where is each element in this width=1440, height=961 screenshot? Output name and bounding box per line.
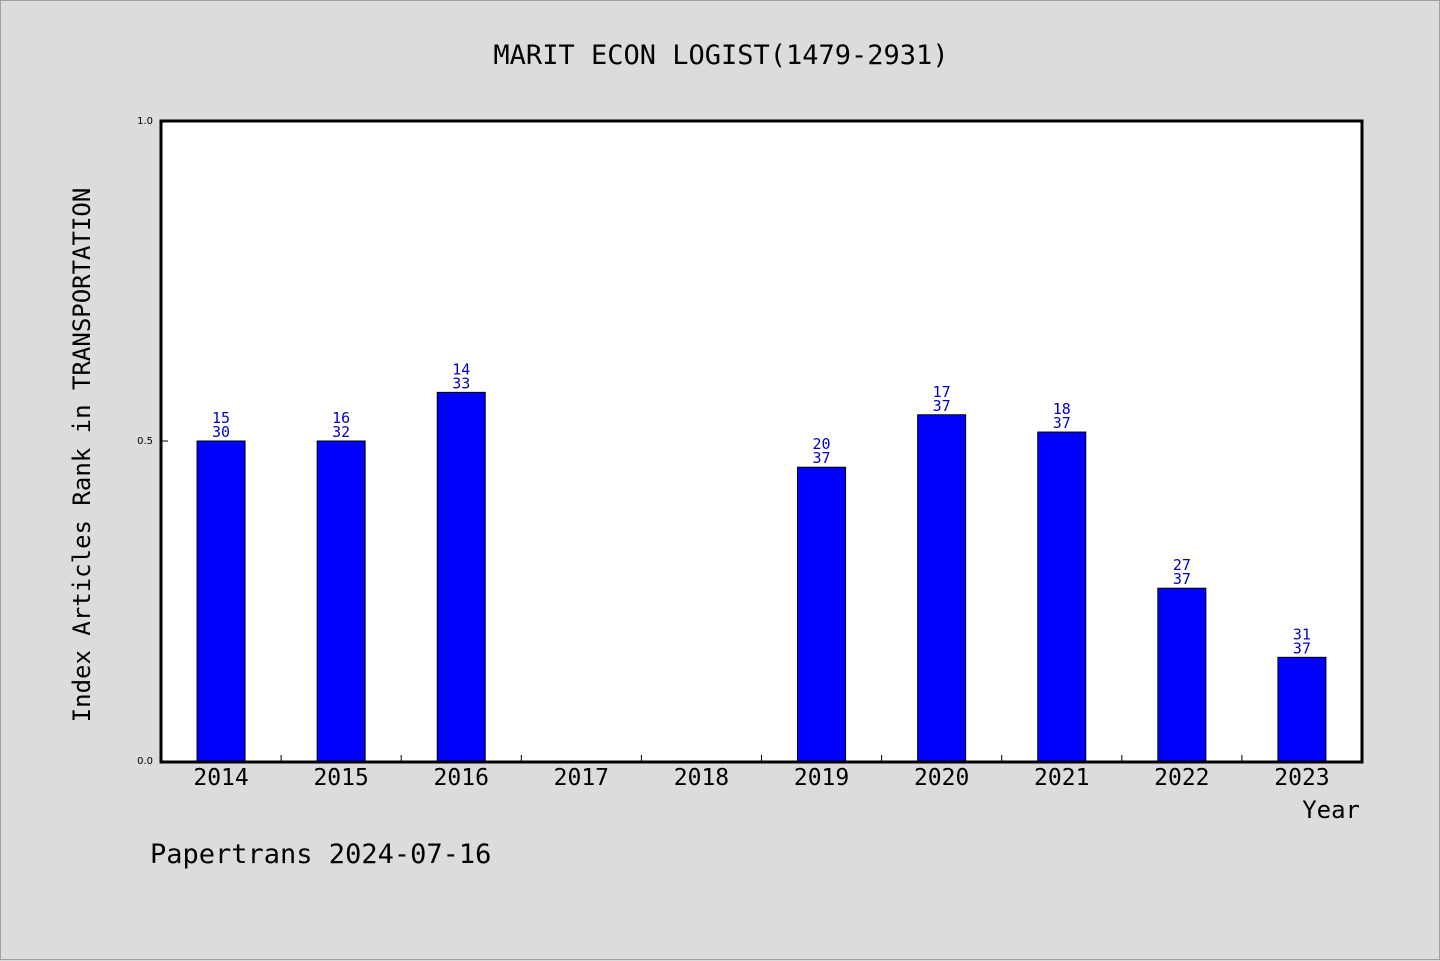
x-axis-label: Year [1302,796,1360,824]
x-tick-label: 2021 [1034,765,1089,791]
x-tick-label: 2022 [1154,765,1209,791]
bar [1157,587,1207,762]
bar-label-rank: 17 [933,383,951,401]
x-tick-label: 2015 [313,765,368,791]
y-tick-label: 0.0 [137,756,153,767]
bar-label-total: 33 [452,374,470,392]
x-tick-label: 2017 [554,765,609,791]
bar [196,440,246,762]
bar-label-rank: 15 [212,409,230,427]
footer-text: Papertrans 2024-07-16 [150,839,491,870]
bar [917,414,967,762]
bar-label-rank: 20 [813,435,831,453]
bar-label-total: 37 [1173,570,1191,588]
y-tick-label: 0.5 [137,436,153,447]
bar-series [196,391,1327,762]
x-tick-label: 2019 [794,765,849,791]
plot-border [159,119,1364,764]
bar-label-total: 37 [1053,414,1071,432]
x-tick-label: 2014 [193,765,248,791]
x-axis: 2014 2015 2016 2017 2018 2019 2020 2021 2022 2023 [193,755,1330,791]
bar-label-total: 37 [1293,639,1311,657]
x-tick-label: 2023 [1274,765,1329,791]
bar [316,440,366,762]
bar-label-rank: 31 [1293,625,1311,643]
bar-label-rank: 16 [332,409,350,427]
bar [436,391,486,762]
bar-label-total: 32 [332,423,350,441]
x-tick-label: 2018 [674,765,729,791]
bar [1277,656,1327,762]
bar-label-rank: 18 [1053,400,1071,418]
bar [1037,431,1087,762]
bar [797,466,847,762]
bar-label-rank: 14 [452,360,470,378]
y-tick-label: 1.0 [137,116,153,127]
bar-label-total: 37 [813,449,831,467]
y-axis-label: Index Articles Rank in TRANSPORTATION [68,188,96,723]
bar-label-rank: 27 [1173,556,1191,574]
x-tick-label: 2020 [914,765,969,791]
bar-label-total: 37 [933,397,951,415]
chart-title: MARIT ECON LOGIST(1479-2931) [493,40,948,71]
bar-label-total: 30 [212,423,230,441]
x-tick-label: 2016 [434,765,489,791]
